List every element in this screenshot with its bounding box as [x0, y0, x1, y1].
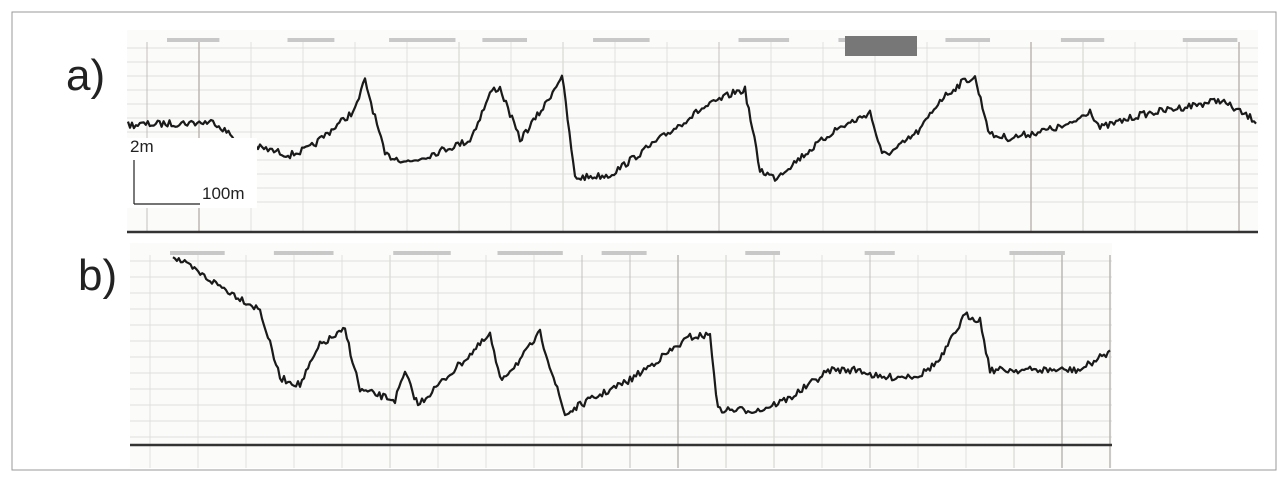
header-print [274, 251, 334, 255]
header-print [1009, 251, 1064, 255]
header-print [389, 38, 455, 42]
header-print [498, 251, 563, 255]
header-print [288, 38, 335, 42]
panel-label: a) [66, 51, 105, 100]
header-print [593, 38, 650, 42]
header-print [1061, 38, 1104, 42]
header-print [167, 38, 219, 42]
header-print [739, 38, 790, 42]
panel-label: b) [78, 251, 117, 300]
panel-b-record [130, 243, 1112, 468]
header-print [393, 251, 451, 255]
header-print [170, 251, 225, 255]
header-print [482, 38, 527, 42]
header-print [602, 251, 647, 255]
header-print [745, 251, 780, 255]
label-patch [845, 36, 917, 56]
scale-bar: 2m 100m [127, 137, 257, 208]
scale-label: 100m [202, 184, 245, 203]
header-print [1183, 38, 1238, 42]
header-print [865, 251, 895, 255]
figure: a) b) 2m 100m [0, 0, 1288, 482]
header-print [945, 38, 990, 42]
scale-label: 2m [130, 137, 154, 156]
panel-a-record [127, 30, 1258, 232]
